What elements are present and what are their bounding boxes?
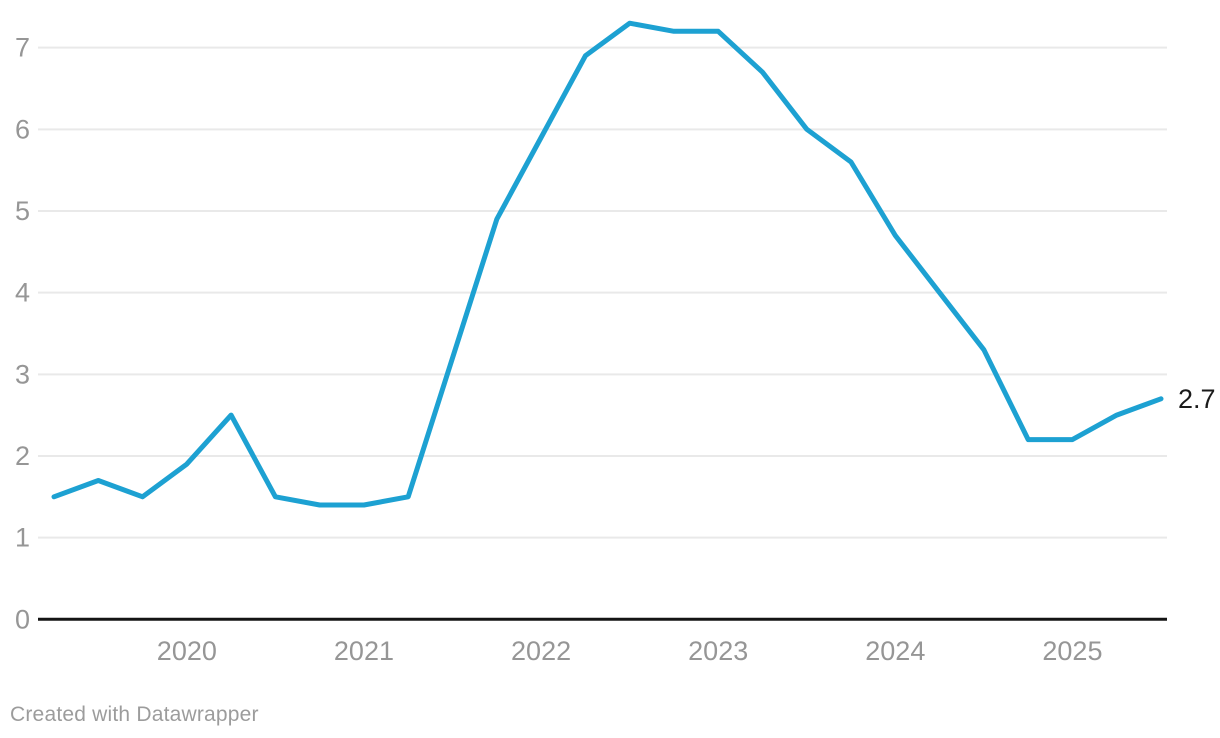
y-tick-label: 7 <box>15 33 30 63</box>
y-tick-label: 4 <box>15 278 30 308</box>
x-tick-label: 2025 <box>1042 636 1102 666</box>
x-tick-label: 2024 <box>865 636 925 666</box>
data-line <box>51 20 1164 508</box>
y-tick-label: 0 <box>15 604 30 634</box>
y-tick-label: 3 <box>15 359 30 389</box>
x-tick-label: 2021 <box>334 636 394 666</box>
x-tick-label: 2022 <box>511 636 571 666</box>
line-chart-svg: 0 1 2 3 4 5 6 7 2020 2021 2022 2023 2024 2025 2.7 <box>15 20 1216 666</box>
datawrapper-credit: Created with Datawrapper <box>10 703 259 726</box>
y-tick-label: 5 <box>15 196 30 226</box>
x-tick-label: 2023 <box>688 636 748 666</box>
y-tick-label: 2 <box>15 441 30 471</box>
y-tick-label: 1 <box>15 523 30 553</box>
x-tick-label: 2020 <box>157 636 217 666</box>
y-tick-label: 6 <box>15 114 30 144</box>
end-value-label: 2.7 <box>1178 384 1216 414</box>
